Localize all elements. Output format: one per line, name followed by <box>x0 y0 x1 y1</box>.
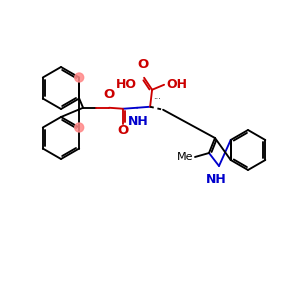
Circle shape <box>75 123 84 132</box>
Text: O: O <box>137 58 149 71</box>
Circle shape <box>75 73 84 82</box>
Text: ···: ··· <box>153 95 161 104</box>
Text: OH: OH <box>166 78 187 91</box>
Text: O: O <box>103 88 115 101</box>
Text: HO: HO <box>116 78 137 91</box>
Text: Me: Me <box>176 152 193 162</box>
Text: NH: NH <box>128 115 148 128</box>
Text: NH: NH <box>206 173 226 186</box>
Text: O: O <box>118 124 129 137</box>
